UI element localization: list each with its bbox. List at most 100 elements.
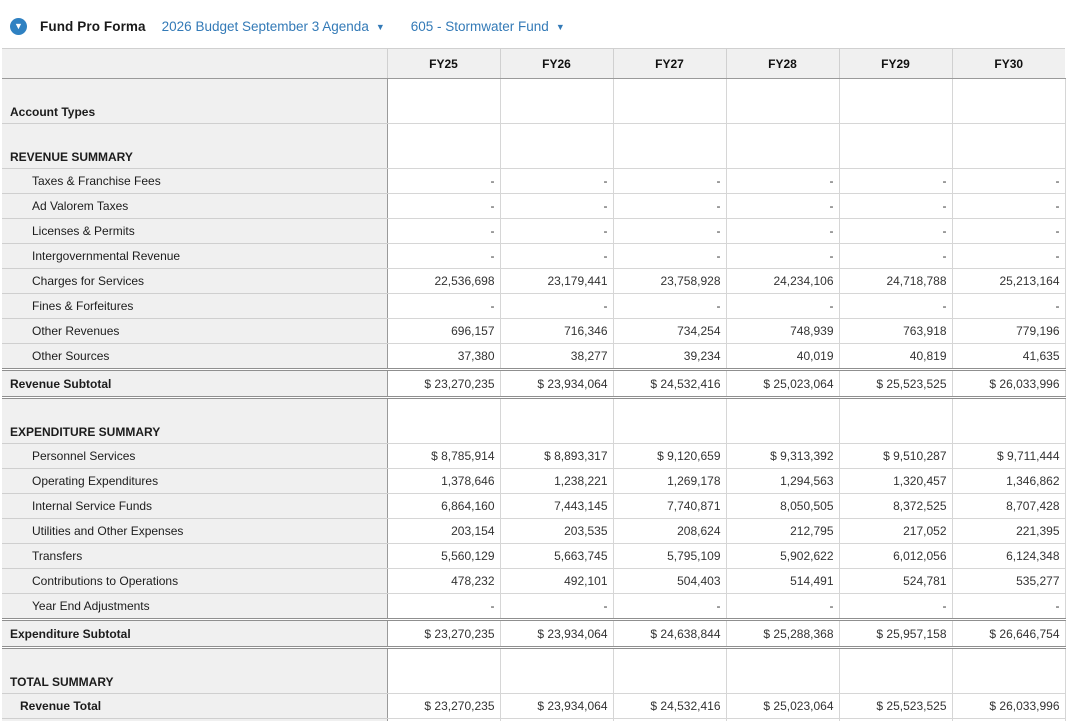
fund-dropdown[interactable]: 605 - Stormwater Fund ▼: [411, 19, 565, 34]
cell-fy27: $ 24,638,844: [612, 618, 727, 649]
cell-fy27: [612, 123, 727, 169]
cell-fy28: -: [725, 593, 840, 620]
table-row: Transfers 5,560,129 5,663,745 5,795,109 5,90…: [2, 543, 1066, 569]
row-label: Operating Expenditures: [2, 468, 388, 494]
row-label: Transfers: [2, 543, 388, 569]
table-row: Expenditure Total$ 23,270,235$ 23,934,06…: [2, 718, 1066, 721]
row-label: Internal Service Funds: [2, 493, 388, 519]
cell-fy26: -: [499, 293, 614, 319]
cell-fy25: 478,232: [386, 568, 501, 594]
cell-fy28: $ 25,023,064: [725, 368, 840, 399]
cell-fy29: -: [838, 168, 953, 194]
cell-fy26: 203,535: [499, 518, 614, 544]
row-label-column-header: [2, 48, 387, 79]
cell-fy29: 217,052: [838, 518, 953, 544]
cell-fy27: 504,403: [612, 568, 727, 594]
cell-fy30: $ 9,711,444: [951, 443, 1066, 469]
cell-fy29: [838, 647, 953, 694]
row-label: Ad Valorem Taxes: [2, 193, 388, 219]
row-label: Other Revenues: [2, 318, 388, 344]
cell-fy30: 1,346,862: [951, 468, 1066, 494]
cell-fy27: 7,740,871: [612, 493, 727, 519]
cell-fy27: $ 9,120,659: [612, 443, 727, 469]
table-row: TOTAL SUMMARY: [2, 647, 1066, 694]
cell-fy28: 514,491: [725, 568, 840, 594]
cell-fy26: $ 23,934,064: [499, 693, 614, 719]
cell-fy29: -: [838, 193, 953, 219]
cell-fy25: [386, 78, 501, 124]
table-head-row: FY25 FY26 FY27 FY28 FY29 FY30: [2, 48, 1065, 79]
cell-fy29: 763,918: [838, 318, 953, 344]
row-label: Fines & Forfeitures: [2, 293, 388, 319]
row-label: Expenditure Subtotal: [2, 618, 388, 649]
cell-fy29: -: [838, 218, 953, 244]
cell-fy25: [386, 397, 501, 444]
column-header-fy27: FY27: [612, 48, 726, 79]
cell-fy26: 492,101: [499, 568, 614, 594]
cell-fy25: $ 23,270,235: [386, 368, 501, 399]
cell-fy28: $ 9,313,392: [725, 443, 840, 469]
cell-fy28: 1,294,563: [725, 468, 840, 494]
column-header-fy28: FY28: [725, 48, 839, 79]
table-row: Expenditure Subtotal $ 23,270,235 $ 23,934…: [2, 618, 1066, 649]
table-row: Fines & Forfeitures - - - - - -: [2, 293, 1066, 319]
cell-fy28: 212,795: [725, 518, 840, 544]
cell-fy30: -: [951, 193, 1066, 219]
cell-fy30: [951, 647, 1066, 694]
cell-fy30: -: [951, 168, 1066, 194]
table-row: Contributions to Operations 478,232 492,10…: [2, 568, 1066, 594]
cell-fy29: -: [838, 243, 953, 269]
row-label: REVENUE SUMMARY: [2, 123, 388, 169]
cell-fy28: [725, 397, 840, 444]
table-row: Ad Valorem Taxes - - - - - -: [2, 193, 1066, 219]
cell-fy27: 208,624: [612, 518, 727, 544]
cell-fy27: 39,234: [612, 343, 727, 370]
table-body: Account Types REVENUE SUMMARY Taxes & Fran…: [2, 78, 1066, 721]
cell-fy27: [612, 78, 727, 124]
cell-fy26: 5,663,745: [499, 543, 614, 569]
row-label: Intergovernmental Revenue: [2, 243, 388, 269]
table-row: Charges for Services 22,536,698 23,179,441…: [2, 268, 1066, 294]
cell-fy29: 24,718,788: [838, 268, 953, 294]
cell-fy28: $ 25,288,368: [725, 618, 840, 649]
cell-fy25: -: [386, 218, 501, 244]
cell-fy26: -: [499, 243, 614, 269]
cell-fy27: -: [612, 218, 727, 244]
cell-fy26: $ 8,893,317: [499, 443, 614, 469]
cell-fy26: 716,346: [499, 318, 614, 344]
cell-fy27: $ 24,532,416: [612, 368, 727, 399]
cell-fy26: -: [499, 218, 614, 244]
cell-fy27: -: [612, 193, 727, 219]
table-row: Intergovernmental Revenue - - - - - -: [2, 243, 1066, 269]
collapse-toggle-icon[interactable]: ▼: [10, 17, 27, 35]
pro-forma-table: FY25 FY26 FY27 FY28 FY29 FY30 Account Types RE…: [2, 48, 1066, 721]
cell-fy29: [838, 123, 953, 169]
cell-fy30: 221,395: [951, 518, 1066, 544]
cell-fy28: -: [725, 193, 840, 219]
cell-fy28: 8,050,505: [725, 493, 840, 519]
cell-fy30: [951, 78, 1066, 124]
row-label: Utilities and Other Expenses: [2, 518, 388, 544]
table-row: Taxes & Franchise Fees - - - - - -: [2, 168, 1066, 194]
row-label: Taxes & Franchise Fees: [2, 168, 388, 194]
cell-fy27: -: [612, 293, 727, 319]
page-title: Fund Pro Forma: [40, 18, 146, 34]
cell-fy30: $ 26,033,996: [951, 368, 1066, 399]
table-row: Utilities and Other Expenses 203,154 203,5…: [2, 518, 1066, 544]
cell-fy30: 25,213,164: [951, 268, 1066, 294]
cell-fy29: $ 25,523,525: [838, 693, 953, 719]
cell-fy27: 734,254: [612, 318, 727, 344]
cell-fy26: [499, 397, 614, 444]
cell-fy30: -: [951, 243, 1066, 269]
cell-fy26: -: [499, 168, 614, 194]
cell-fy27: $ 24,532,416: [612, 693, 727, 719]
cell-fy30: [951, 123, 1066, 169]
column-header-fy29: FY29: [838, 48, 952, 79]
table-row: Operating Expenditures 1,378,646 1,238,221…: [2, 468, 1066, 494]
caret-down-icon: ▼: [375, 22, 385, 32]
cell-fy29: -: [838, 293, 953, 319]
budget-dropdown[interactable]: 2026 Budget September 3 Agenda ▼: [162, 19, 385, 34]
table-row: Internal Service Funds 6,864,160 7,443,145…: [2, 493, 1066, 519]
cell-fy28: [725, 647, 840, 694]
cell-fy25: 203,154: [386, 518, 501, 544]
